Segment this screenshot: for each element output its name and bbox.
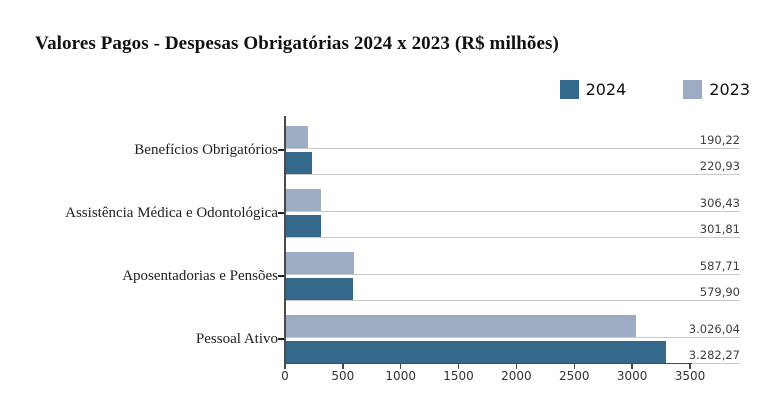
x-axis-tick-label: 3000 (616, 369, 648, 383)
x-axis-tick (689, 364, 691, 369)
bar-2023-pessoal-ativo (286, 315, 637, 337)
value-label-2023-beneficios-obrigatorios: 190,22 (699, 133, 740, 147)
x-axis-tick (631, 364, 633, 369)
x-axis-tick (284, 364, 286, 369)
grid-line (285, 174, 740, 175)
x-axis-tick-label: 1000 (385, 369, 416, 383)
value-label-2024-beneficios-obrigatorios: 220,93 (699, 159, 740, 173)
category-label-assistencia-medica-e-odontologica: Assistência Médica e Odontológica (65, 205, 278, 221)
chart-title: Valores Pagos - Despesas Obrigatórias 20… (35, 33, 559, 54)
x-axis-tick-label: 500 (331, 369, 355, 383)
grid-line (285, 148, 740, 149)
grid-line (285, 337, 740, 338)
category-tick (278, 275, 285, 277)
legend-swatch-2024-icon (559, 80, 579, 99)
category-label-aposentadorias-e-pensoes: Aposentadorias e Pensões (122, 268, 278, 284)
grid-line (285, 211, 740, 212)
value-label-2023-assistencia-medica-e-odontologica: 306,43 (699, 196, 740, 210)
legend-item-2024: 2024 (559, 80, 627, 99)
legend-item-2023: 2023 (683, 80, 750, 99)
legend-swatch-2023-icon (683, 80, 703, 99)
grid-line (285, 274, 740, 275)
grid-line (285, 237, 740, 238)
x-axis-tick-label: 2000 (501, 369, 532, 383)
value-label-2024-assistencia-medica-e-odontologica: 301,81 (699, 222, 740, 236)
x-axis-tick (515, 364, 518, 369)
value-label-2024-pessoal-ativo: 3.282,27 (688, 348, 740, 362)
x-axis-tick (342, 364, 344, 369)
bar-2023-assistencia-medica-e-odontologica (286, 189, 322, 211)
bar-2024-assistencia-medica-e-odontologica (286, 215, 321, 237)
legend-label-2023: 2023 (709, 80, 750, 99)
x-axis-tick-label: 3500 (674, 369, 706, 383)
value-label-2023-aposentadorias-e-pensoes: 587,71 (699, 259, 740, 273)
x-axis-tick (457, 364, 460, 369)
x-axis-tick-label: 1500 (443, 369, 474, 383)
value-label-2024-aposentadorias-e-pensoes: 579,90 (699, 285, 740, 299)
bar-2023-aposentadorias-e-pensoes (286, 252, 354, 274)
x-axis-tick (399, 364, 402, 369)
value-label-2023-pessoal-ativo: 3.026,04 (688, 322, 740, 336)
bar-2023-beneficios-obrigatorios (286, 126, 308, 148)
legend: 2024 2023 (559, 80, 750, 99)
bar-2024-beneficios-obrigatorios (286, 152, 312, 174)
grid-line (285, 300, 740, 301)
category-label-beneficios-obrigatorios: Benefícios Obrigatórios (134, 142, 278, 158)
x-axis-tick (573, 364, 576, 369)
bar-2024-aposentadorias-e-pensoes (286, 278, 354, 300)
x-axis-line (284, 362, 692, 364)
category-tick (278, 212, 285, 214)
x-axis-tick-label: 2500 (559, 369, 590, 383)
y-axis-line (284, 116, 286, 365)
bar-2024-pessoal-ativo (286, 341, 666, 363)
category-tick (278, 338, 285, 340)
legend-label-2024: 2024 (585, 80, 627, 99)
category-label-pessoal-ativo: Pessoal Ativo (195, 331, 278, 347)
category-tick (278, 149, 285, 151)
x-axis-tick-label: 0 (281, 369, 289, 383)
